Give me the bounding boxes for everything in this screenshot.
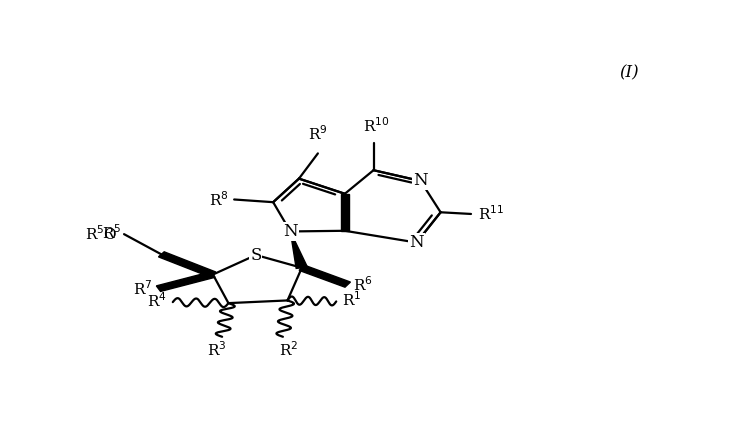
Text: R$^{11}$: R$^{11}$: [478, 205, 504, 223]
Text: R$^{9}$: R$^{9}$: [308, 125, 328, 143]
Polygon shape: [156, 272, 215, 291]
Text: R$^{2}$: R$^{2}$: [279, 340, 298, 359]
Text: R$^{6}$: R$^{6}$: [354, 275, 373, 294]
Text: N: N: [413, 173, 428, 190]
Text: R$^{4}$: R$^{4}$: [147, 291, 167, 310]
Polygon shape: [290, 232, 307, 268]
Text: R$^{1}$: R$^{1}$: [342, 291, 361, 309]
Text: R$^{8}$: R$^{8}$: [209, 190, 229, 209]
Text: N: N: [409, 234, 424, 251]
Text: R$^5$O: R$^5$O: [84, 225, 117, 243]
Polygon shape: [158, 252, 216, 277]
Text: R$^{7}$: R$^{7}$: [133, 279, 152, 298]
Polygon shape: [299, 265, 351, 287]
Text: R$^{5}$: R$^{5}$: [102, 223, 121, 242]
Text: N: N: [283, 223, 297, 240]
Text: (I): (I): [619, 64, 639, 81]
Text: R$^{3}$: R$^{3}$: [206, 340, 226, 359]
Text: S: S: [250, 246, 262, 264]
Polygon shape: [340, 194, 349, 231]
Text: R$^{10}$: R$^{10}$: [363, 116, 390, 135]
